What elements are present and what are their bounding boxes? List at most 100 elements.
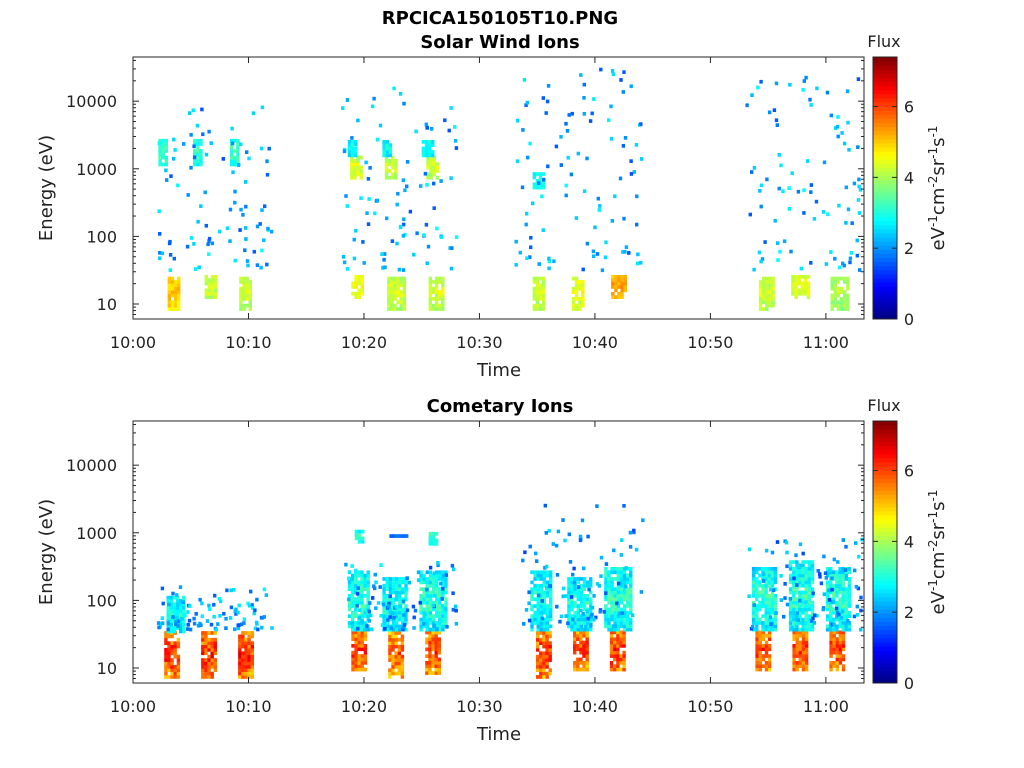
spectrogram-pixel bbox=[791, 281, 795, 286]
spectrogram-pixel bbox=[807, 583, 811, 588]
spectrogram-pixel bbox=[836, 307, 841, 311]
spectrogram-pixel bbox=[265, 262, 269, 267]
spectrogram-pixel bbox=[210, 654, 214, 659]
spectrogram-pixel bbox=[236, 610, 240, 615]
spectrogram-pixel bbox=[431, 614, 436, 618]
spectrogram-pixel bbox=[548, 654, 552, 659]
spectrogram-pixel bbox=[622, 644, 626, 648]
spectrogram-pixel bbox=[835, 594, 839, 598]
spectrogram-pixel bbox=[434, 644, 438, 648]
spectrogram-pixel bbox=[574, 280, 579, 284]
spectrogram-pixel bbox=[841, 607, 845, 612]
spectrogram-pixel bbox=[170, 668, 174, 672]
spectrogram-pixel bbox=[804, 75, 808, 80]
spectrogram-pixel bbox=[366, 587, 370, 591]
spectrogram-pixel bbox=[794, 275, 798, 279]
spectrogram-pixel bbox=[541, 276, 546, 281]
colorbar-swatch bbox=[873, 245, 897, 250]
spectrogram-pixel bbox=[610, 583, 614, 588]
spectrogram-pixel bbox=[188, 627, 193, 632]
spectrogram-pixel bbox=[253, 608, 257, 613]
spectrogram-pixel bbox=[835, 577, 839, 581]
spectrogram-pixel bbox=[832, 573, 836, 578]
spectrogram-pixel bbox=[360, 630, 364, 635]
spectrogram-pixel bbox=[185, 244, 190, 249]
spectrogram-pixel bbox=[398, 225, 403, 230]
spectrogram-pixel bbox=[419, 573, 423, 578]
colorbar-swatch bbox=[873, 163, 897, 168]
spectrogram-pixel bbox=[803, 288, 808, 293]
spectrogram-pixel bbox=[428, 621, 433, 625]
spectrogram-pixel bbox=[619, 577, 624, 581]
spectrogram-pixel bbox=[785, 564, 789, 569]
spectrogram-pixel bbox=[807, 621, 811, 625]
spectrogram-pixel bbox=[576, 594, 580, 598]
spectrogram-pixel bbox=[801, 640, 806, 645]
spectrogram-pixel bbox=[545, 99, 550, 104]
spectrogram-pixel bbox=[388, 637, 392, 642]
spectrogram-pixel bbox=[602, 610, 606, 614]
spectrogram-pixel bbox=[798, 570, 802, 575]
spectrogram-pixel bbox=[762, 300, 766, 305]
spectrogram-pixel bbox=[752, 617, 756, 622]
spectrogram-pixel bbox=[582, 600, 587, 605]
spectrogram-pixel bbox=[567, 624, 571, 629]
spectrogram-pixel bbox=[833, 126, 838, 130]
spectrogram-pixel bbox=[356, 586, 360, 590]
spectrogram-pixel bbox=[585, 597, 590, 602]
spectrogram-pixel bbox=[758, 567, 762, 571]
spectrogram-pixel bbox=[354, 281, 358, 286]
spectrogram-pixel bbox=[835, 650, 839, 655]
spectrogram-pixel bbox=[792, 587, 796, 591]
spectrogram-pixel bbox=[759, 204, 763, 209]
spectrogram-pixel bbox=[622, 216, 626, 221]
spectrogram-pixel bbox=[614, 278, 618, 283]
spectrogram-pixel bbox=[539, 631, 543, 635]
spectrogram-pixel bbox=[176, 658, 181, 662]
y-tick-label: 1000 bbox=[76, 524, 117, 543]
spectrogram-pixel bbox=[210, 675, 214, 679]
spectrogram-pixel bbox=[201, 668, 205, 672]
spectrogram-pixel bbox=[626, 621, 630, 625]
spectrogram-pixel bbox=[236, 626, 240, 631]
spectrogram-pixel bbox=[825, 624, 830, 629]
spectrogram-pixel bbox=[210, 648, 214, 652]
spectrogram-pixel bbox=[761, 583, 765, 588]
spectrogram-pixel bbox=[610, 610, 614, 615]
spectrogram-pixel bbox=[829, 667, 833, 672]
spectrogram-pixel bbox=[393, 307, 397, 311]
spectrogram-pixel bbox=[425, 624, 429, 629]
spectrogram-pixel bbox=[825, 567, 830, 571]
spectrogram-pixel bbox=[839, 286, 844, 291]
spectrogram-pixel bbox=[579, 608, 583, 613]
spectrogram-pixel bbox=[795, 607, 799, 612]
spectrogram-pixel bbox=[357, 281, 361, 286]
spectrogram-pixel bbox=[404, 627, 408, 632]
spectrogram-pixel bbox=[788, 617, 793, 622]
spectrogram-pixel bbox=[246, 601, 250, 606]
spectrogram-pixel bbox=[574, 293, 579, 298]
spectrogram-pixel bbox=[396, 283, 400, 288]
spectrogram-pixel bbox=[431, 634, 435, 638]
colorbar-swatch bbox=[873, 257, 897, 263]
spectrogram-pixel bbox=[428, 637, 432, 642]
spectrogram-pixel bbox=[444, 600, 448, 605]
spectrogram-pixel bbox=[591, 249, 596, 254]
spectrogram-pixel bbox=[441, 286, 445, 291]
spectrogram-pixel bbox=[545, 564, 549, 569]
spectrogram-pixel bbox=[222, 611, 226, 616]
spectrogram-pixel bbox=[755, 567, 759, 571]
spectrogram-pixel bbox=[351, 291, 355, 296]
spectrogram-pixel bbox=[545, 590, 550, 595]
spectrogram-pixel bbox=[173, 651, 177, 656]
spectrogram-pixel bbox=[579, 617, 584, 622]
spectrogram-pixel bbox=[838, 587, 842, 591]
spectrogram-pixel bbox=[843, 280, 847, 284]
spectrogram-pixel bbox=[846, 283, 850, 288]
spectrogram-pixel bbox=[201, 661, 205, 666]
spectrogram-pixel bbox=[167, 648, 171, 652]
spectrogram-pixel bbox=[173, 668, 177, 672]
spectrogram-pixel bbox=[838, 630, 843, 635]
colorbar-title-solar-wind: Flux bbox=[867, 32, 900, 51]
spectrogram-pixel bbox=[175, 593, 179, 597]
